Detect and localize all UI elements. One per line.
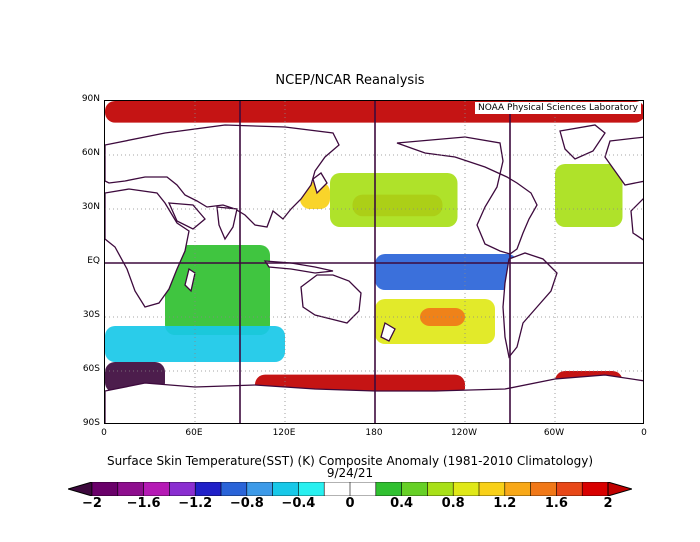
lat-tick-label: 90N <box>81 94 100 104</box>
colorbar-swatch <box>91 482 119 496</box>
colorbar-swatch <box>530 482 558 496</box>
colorbar-tick-label: −0.8 <box>229 496 264 511</box>
map-title: NCEP/NCAR Reanalysis <box>275 73 425 88</box>
colorbar-tick-label: 1.2 <box>493 496 517 511</box>
land-arabia <box>167 202 206 230</box>
colorbar-swatch <box>220 482 248 496</box>
colorbar-tick-label: 0.4 <box>390 496 414 511</box>
credit-label: NOAA Physical Sciences Laboratory <box>474 102 641 114</box>
colorbar-tick-label: 2 <box>603 496 613 511</box>
anomaly-region-south-pacific-orange <box>420 308 465 326</box>
colorbar-low-arrow <box>68 482 93 496</box>
anomaly-region-north-pacific-warm <box>330 173 458 227</box>
anomaly-region-indian-ocean-mixed <box>165 245 270 335</box>
colorbar-tick-label: 1.6 <box>544 496 568 511</box>
lat-tick-label: 30S <box>82 310 100 320</box>
colorbar-swatch <box>478 482 506 496</box>
colorbar-swatch <box>349 482 377 496</box>
map-canvas <box>105 101 643 423</box>
anomaly-region-southern-ocean-cold <box>105 326 285 362</box>
anomaly-region-equatorial-pacific-cold <box>375 254 518 290</box>
land-greenland <box>559 124 606 160</box>
lat-tick-label: 60N <box>81 148 100 158</box>
colorbar-swatch <box>375 482 403 496</box>
lon-tick-label: 60E <box>185 428 203 438</box>
colorbar-swatch <box>401 482 429 496</box>
colorbar-tick-label: −1.2 <box>178 496 213 511</box>
colorbar-tick-label: 0 <box>345 496 355 511</box>
colorbar-swatch <box>117 482 145 496</box>
lon-tick-label: 120E <box>272 428 296 438</box>
land-eurasia-east <box>604 136 643 186</box>
land-north-america <box>396 136 538 255</box>
lat-tick-label: 90S <box>82 418 100 428</box>
lon-tick-label: 120W <box>450 428 478 438</box>
land-africa-west <box>630 198 643 241</box>
colorbar-swatch <box>169 482 196 496</box>
colorbar-swatch <box>194 482 222 496</box>
colorbar-swatch <box>556 482 583 496</box>
colorbar-swatch <box>272 482 300 496</box>
colorbar <box>68 482 632 496</box>
lat-tick-label: 30N <box>81 202 100 212</box>
land-south-america <box>502 252 558 359</box>
map-date: 9/24/21 <box>326 466 374 480</box>
lat-tick-label: 60S <box>82 364 100 374</box>
colorbar-high-arrow <box>607 482 632 496</box>
lon-tick-label: 0 <box>641 428 647 438</box>
colorbar-tick-label: −0.4 <box>281 496 316 511</box>
map-caption: Surface Skin Temperature(SST) (K) Compos… <box>106 454 594 468</box>
colorbar-swatch <box>323 482 351 496</box>
colorbar-tick-label: 0.8 <box>441 496 465 511</box>
colorbar-swatch <box>581 482 609 496</box>
colorbar-swatch <box>246 482 274 496</box>
land-japan <box>312 172 328 195</box>
colorbar-tick-label: −2 <box>82 496 102 511</box>
colorbar-swatch <box>452 482 480 496</box>
land-eurasia <box>105 124 340 228</box>
land-madagascar <box>184 267 196 293</box>
colorbar-swatch <box>298 482 325 496</box>
colorbar-tick-label: −1.6 <box>126 496 161 511</box>
colorbar-swatch <box>504 482 532 496</box>
lon-tick-label: 0 <box>101 428 107 438</box>
land-india <box>216 206 238 241</box>
lat-tick-label: EQ <box>87 256 100 266</box>
colorbar-swatch <box>143 482 170 496</box>
colorbar-swatch <box>427 482 454 496</box>
land-new-zealand <box>380 322 396 342</box>
map-panel: NOAA Physical Sciences Laboratory <box>104 100 644 424</box>
lon-tick-label: 60W <box>543 428 565 438</box>
land-africa <box>105 188 190 308</box>
lon-tick-label: 180 <box>365 428 383 438</box>
land-australia <box>300 274 362 324</box>
anomaly-region-atlantic-warm <box>555 164 623 227</box>
